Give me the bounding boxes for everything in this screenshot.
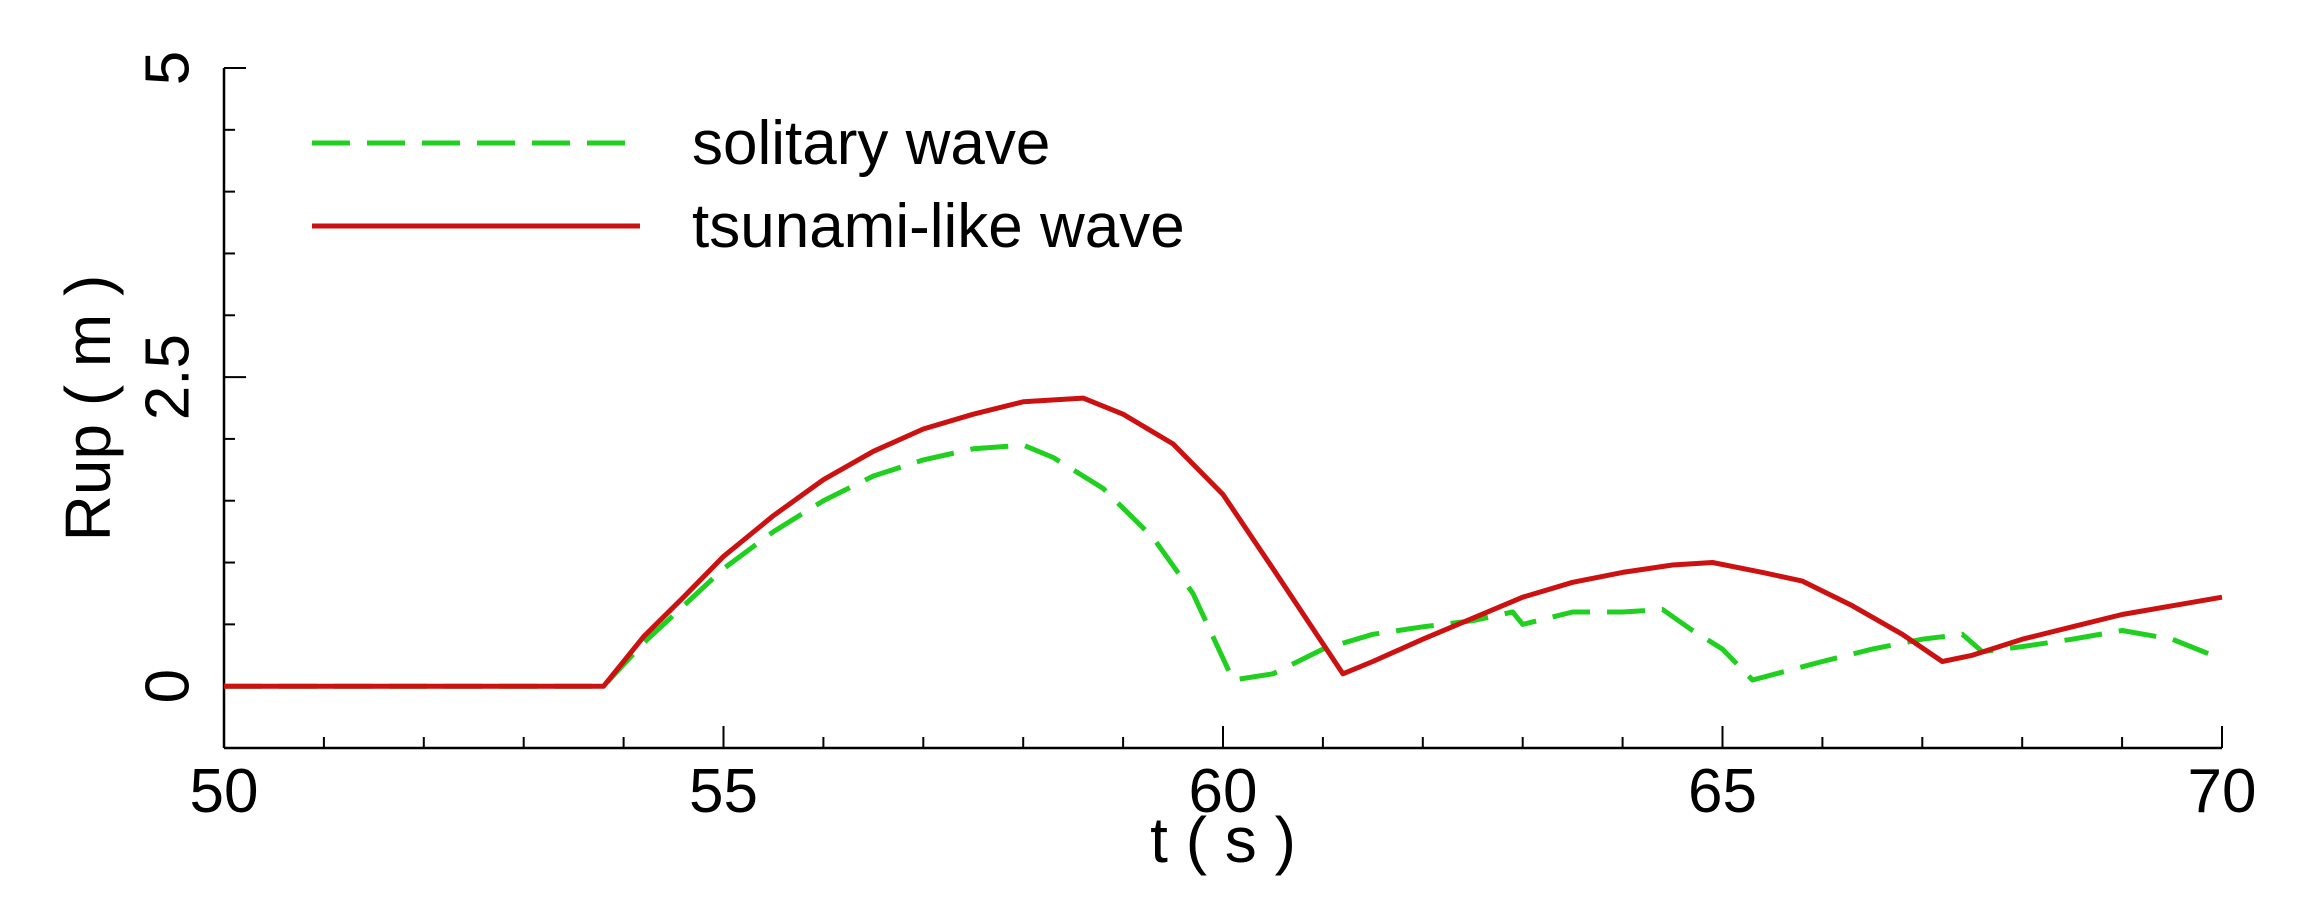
x-axis-title: t ( s ) (1150, 804, 1296, 876)
x-tick-label: 50 (190, 757, 259, 826)
x-axis-ticks: 50 55 60 65 70 (190, 726, 2257, 826)
x-tick-label: 60 (1189, 757, 1258, 826)
x-tick-label: 65 (1688, 757, 1757, 826)
legend-label-solitary-wave: solitary wave (692, 109, 1050, 178)
y-tick-label: 0 (133, 669, 202, 703)
series-line-tsunami-like-wave (224, 395, 2223, 689)
legend-label-tsunami-like-wave: tsunami-like wave (692, 192, 1185, 261)
x-tick-label: 70 (2188, 757, 2257, 826)
y-tick-label: 2.5 (133, 334, 202, 420)
x-tick-label: 55 (689, 757, 758, 826)
y-axis-ticks: 02.55 (133, 51, 246, 703)
y-tick-label: 5 (133, 51, 202, 85)
legend: solitary wave tsunami-like wave (312, 109, 1185, 261)
y-axis-title: Rup ( m ) (52, 275, 124, 542)
series-line-solitary-wave (224, 442, 2223, 689)
series-layer (224, 395, 2223, 689)
